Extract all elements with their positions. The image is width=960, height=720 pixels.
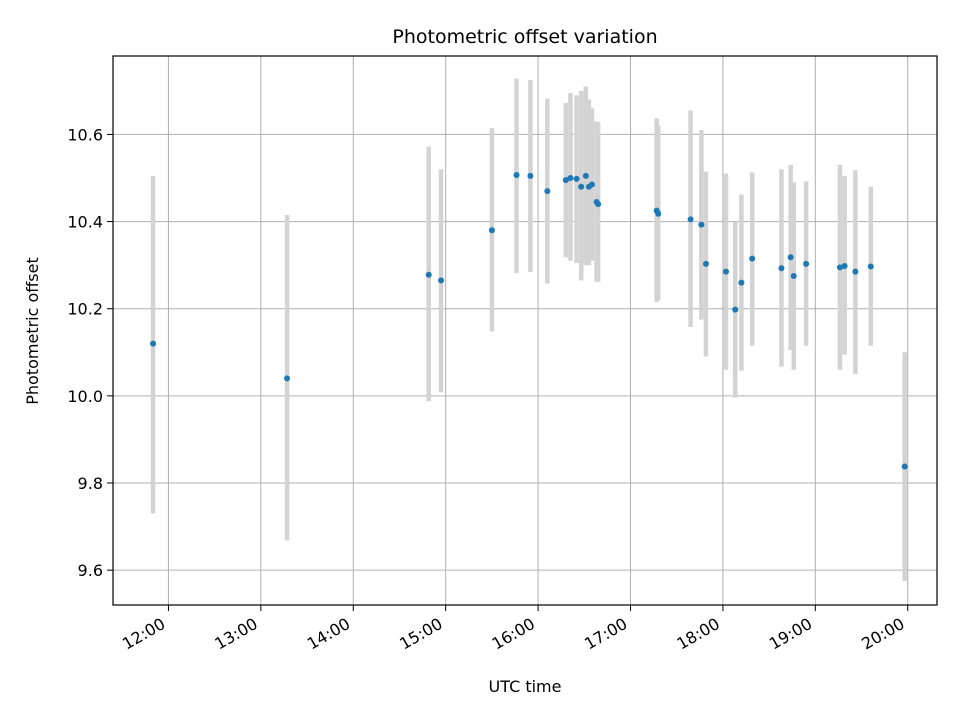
- data-points: [150, 171, 908, 470]
- data-point: [567, 175, 574, 181]
- y-axis-label: Photometric offset: [23, 257, 42, 405]
- y-tick-label: 9.6: [78, 561, 103, 580]
- x-axis-label: UTC time: [489, 677, 562, 696]
- data-point: [722, 268, 729, 275]
- data-point: [778, 265, 785, 272]
- data-point: [513, 171, 520, 178]
- data-point: [901, 463, 908, 470]
- data-point: [562, 177, 569, 184]
- data-point: [841, 263, 848, 270]
- data-point: [582, 172, 589, 179]
- data-point: [284, 375, 291, 382]
- data-point: [488, 227, 495, 234]
- data-point: [595, 201, 602, 208]
- data-point: [578, 183, 585, 190]
- data-point: [738, 279, 745, 286]
- data-point: [702, 260, 709, 267]
- data-point: [790, 273, 797, 280]
- data-point: [687, 216, 694, 223]
- y-tick-label: 10.4: [67, 213, 103, 232]
- data-point: [867, 263, 874, 270]
- y-axis-ticks: 9.6 9.8 10.0 10.2 10.4 10.6: [67, 125, 113, 580]
- data-point: [588, 181, 595, 188]
- data-point: [836, 264, 843, 271]
- data-point: [749, 255, 756, 262]
- data-point: [425, 271, 432, 278]
- data-point: [787, 254, 794, 261]
- y-tick-label: 10.0: [67, 387, 103, 406]
- data-point: [438, 277, 445, 284]
- chart-title: Photometric offset variation: [392, 26, 657, 48]
- data-point: [573, 175, 580, 182]
- data-point: [698, 221, 705, 228]
- data-point: [852, 268, 859, 275]
- data-point: [527, 172, 534, 179]
- data-point: [150, 340, 157, 347]
- plot-frame: [112, 55, 938, 606]
- y-tick-label: 10.6: [67, 125, 103, 144]
- y-tick-label: 9.8: [78, 474, 103, 493]
- y-tick-label: 10.2: [67, 300, 103, 319]
- data-point: [803, 260, 810, 267]
- data-point: [732, 306, 739, 313]
- data-point: [655, 210, 662, 217]
- gridlines: [113, 56, 937, 605]
- data-point: [544, 188, 551, 195]
